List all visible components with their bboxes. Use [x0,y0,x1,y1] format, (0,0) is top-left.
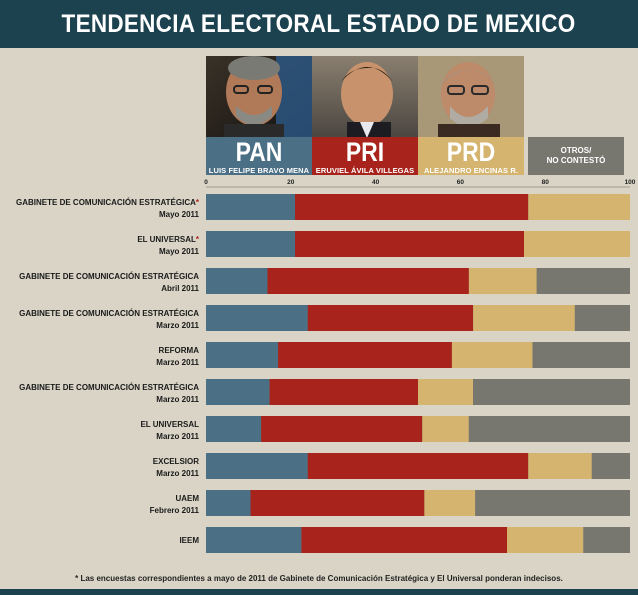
poll-source-label: GABINETE DE COMUNICACIÓN ESTRATÉGICA [19,383,199,392]
poll-date-label: Abril 2011 [161,284,199,293]
otros-legend-box: OTROS/ NO CONTESTÓ [528,137,624,175]
bar-segment-pri [278,342,452,368]
poll-date-label: Marzo 2011 [156,469,199,478]
bar-segment-prd [422,416,469,442]
bar-segment-otrosnocontest [574,305,630,331]
bottom-strip [0,589,638,595]
bar-segment-prd [473,305,575,331]
prd-candidate-name: ALEJANDRO ENCINAS R. [423,166,519,175]
pan-candidate-photo [206,56,312,138]
poll-date-label: Febrero 2011 [150,506,200,515]
stacked-bar-chart: 0 20 40 60 80 100 GABINETE DE COMUNICACIÓN EST… [16,179,636,553]
poll-date-label: Marzo 2011 [156,432,199,441]
x-tick-label: 0 [204,179,208,186]
bar-segment-prd [524,231,630,257]
bar-segment-pan [206,416,262,442]
bar-segment-otrosnocontest [473,379,630,405]
poll-source-label: REFORMA [159,346,200,355]
bar-segment-pan [206,231,296,257]
pan-candidate-name: LUIS FELIPE BRAVO MENA [208,166,310,175]
poll-source-label: GABINETE DE COMUNICACIÓN ESTRATÉGICA [19,309,199,318]
bar-segment-prd [451,342,533,368]
bar-segment-pri [295,194,529,220]
bar-segment-pan [206,453,308,479]
bar-segment-pan [206,305,308,331]
bar-segment-prd [468,268,537,294]
poll-date-label: Marzo 2011 [156,358,199,367]
poll-date-label: Mayo 2011 [159,247,200,256]
x-tick-label: 40 [372,179,380,186]
chart-title: TENDENCIA ELECTORAL ESTADO DE MEXICO [62,9,576,38]
pri-candidate-name: ERUVIEL ÁVILA VILLEGAS [315,166,415,175]
bar-segment-pan [206,379,270,405]
bar-segment-pri [269,379,418,405]
bar-segment-pan [206,342,279,368]
bar-segment-pan [206,527,302,553]
title-bar: TENDENCIA ELECTORAL ESTADO DE MEXICO [0,0,638,48]
prd-party-label: PRD [446,137,496,167]
prd-legend-box: PRD ALEJANDRO ENCINAS R. [418,137,524,175]
prd-candidate-photo [418,56,524,138]
bar-segment-pri [267,268,469,294]
bar-segment-pan [206,194,296,220]
bar-segment-otrosnocontest [591,453,630,479]
poll-source-label: EXCELSIOR [153,457,199,466]
poll-source-label: GABINETE DE COMUNICACIÓN ESTRATÉGICA* [16,198,200,207]
pan-party-label: PAN [235,137,283,167]
pri-candidate-photo [312,56,418,138]
bar-segment-prd [528,194,630,220]
bar-segment-prd [418,379,474,405]
bar-segment-otrosnocontest [536,268,630,294]
poll-source-label: UAEM [175,494,199,503]
x-tick-label: 100 [625,179,636,186]
poll-date-label: Marzo 2011 [156,395,199,404]
bar-segment-pri [301,527,508,553]
footnote: * Las encuestas correspondientes a mayo … [75,574,563,583]
bar-segment-prd [528,453,592,479]
bar-segment-prd [507,527,584,553]
bar-segment-otrosnocontest [468,416,630,442]
pri-party-label: PRI [345,137,385,167]
bar-segment-pri [307,305,474,331]
x-tick-label: 60 [457,179,465,186]
pan-legend-box: PAN LUIS FELIPE BRAVO MENA [206,137,312,175]
bar-segment-pan [206,268,268,294]
poll-source-label: IEEM [179,536,199,545]
pri-legend-box: PRI ERUVIEL ÁVILA VILLEGAS [312,137,418,175]
poll-source-label: GABINETE DE COMUNICACIÓN ESTRATÉGICA [19,272,199,281]
x-tick-label: 20 [287,179,295,186]
bar-segment-pan [206,490,251,516]
bar-segment-pri [250,490,425,516]
x-tick-label: 80 [542,179,550,186]
bar-segment-otrosnocontest [583,527,630,553]
bar-segment-prd [424,490,476,516]
poll-date-label: Marzo 2011 [156,321,199,330]
poll-source-label: EL UNIVERSAL* [137,235,200,244]
bar-segment-otrosnocontest [532,342,630,368]
bar-segment-pri [261,416,423,442]
bar-segment-pri [295,231,524,257]
bar-segment-otrosnocontest [475,490,630,516]
bar-segment-pri [307,453,529,479]
otros-label-line1: OTROS/ [560,146,592,155]
otros-label-line2: NO CONTESTÓ [546,156,606,165]
poll-source-label: EL UNIVERSAL [140,420,199,429]
poll-date-label: Mayo 2011 [159,210,200,219]
